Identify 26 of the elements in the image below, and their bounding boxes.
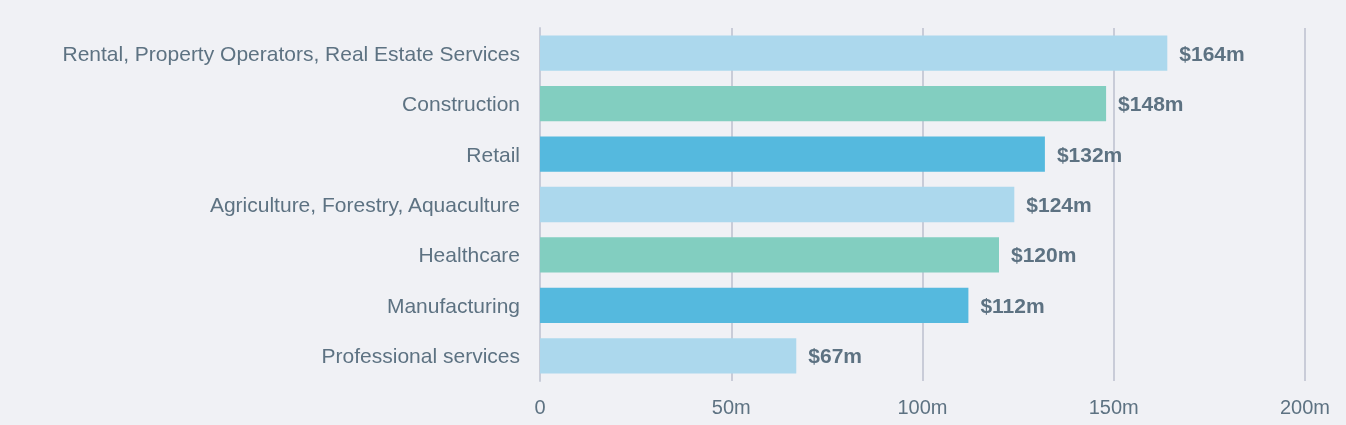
data-label: $120m — [1011, 243, 1077, 267]
bar — [540, 136, 1045, 172]
y-tick-label: Agriculture, Forestry, Aquaculture — [209, 193, 520, 216]
y-tick-label: Construction — [402, 92, 520, 116]
data-label: $112m — [980, 293, 1045, 317]
bar — [540, 338, 797, 374]
data-label: $124m — [1026, 193, 1092, 216]
x-tick-label: 150m — [1088, 396, 1139, 418]
y-tick-label: Manufacturing — [386, 293, 520, 317]
data-label: $164m — [1179, 41, 1245, 65]
x-tick-label: 100m — [897, 396, 948, 418]
bar — [540, 237, 999, 273]
x-tick-label: 200m — [1279, 396, 1331, 418]
data-label: $132m — [1056, 142, 1123, 166]
y-tick-label: Healthcare — [418, 243, 520, 267]
x-tick-label: 50m — [711, 396, 751, 418]
data-label: $67m — [808, 344, 862, 368]
y-tick-label: Professional services — [321, 344, 520, 368]
bar — [540, 35, 1168, 71]
bar — [540, 287, 969, 324]
y-tick-label: Rental, Property Operators, Real Estate Services — [62, 41, 520, 65]
bar — [540, 186, 1015, 223]
data-label: $148m — [1118, 92, 1184, 116]
x-tick-label: 0 — [534, 396, 546, 418]
y-tick-label: Retail — [466, 142, 520, 166]
bar — [540, 85, 1107, 122]
